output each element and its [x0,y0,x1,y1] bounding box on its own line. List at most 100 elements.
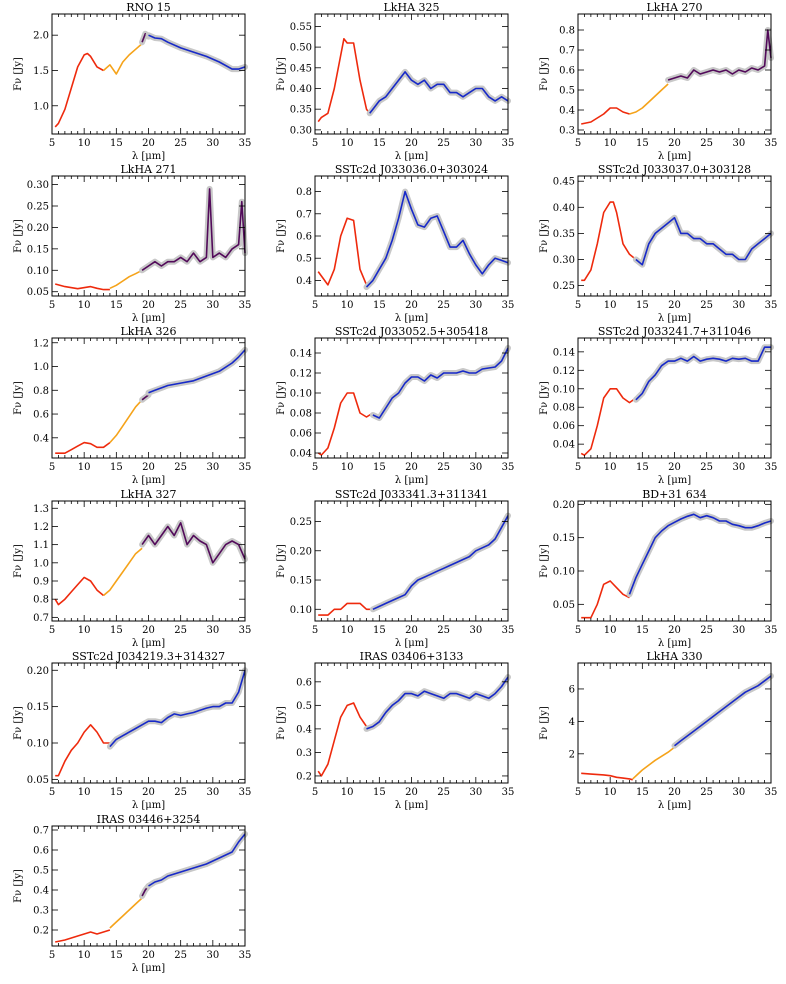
y-tick-label: 0.5 [296,254,312,265]
plot-frame [314,13,509,135]
x-tick-label: 25 [174,462,187,473]
y-tick-label: 0.3 [33,906,49,917]
panel-title: LkHA 325 [384,1,440,14]
series-line-red [581,580,630,619]
x-tick-label: 10 [341,625,354,636]
x-tick-label: 25 [174,138,187,149]
uncertainty-band [369,345,511,421]
y-tick-label: 0.5 [559,86,575,97]
y-tick-label: 0.20 [290,546,312,557]
y-tick-label: 0.06 [553,421,575,432]
series-line-blue [366,676,509,730]
series-line-red [54,283,110,291]
y-tick-label: 0.15 [27,244,49,255]
x-tick-label: 15 [373,300,386,311]
plot-frame [577,662,772,784]
y-tick-label: 0.8 [33,386,49,397]
y-axis-label: Fν [Jy] [539,706,550,740]
series-line-orange [109,399,143,444]
y-tick-label: 0.6 [33,846,49,857]
y-tick-label: 1.3 [33,504,49,515]
y-tick-label: 1.5 [33,66,49,77]
x-tick-label: 30 [206,787,219,798]
x-tick-label: 20 [142,138,155,149]
x-tick-label: 25 [174,787,187,798]
series-line-blue [372,515,509,611]
panel-11: SSTc2d J033341.3+311341 5 10 15 20 25 30 35 0.10… [276,488,514,649]
panel-title: IRAS 03406+3133 [360,650,464,663]
y-tick-label: 0.30 [553,255,575,266]
x-axis-label: λ [μm] [658,475,691,486]
y-axis-label: Fν [Jy] [13,544,24,578]
y-tick-label: 0.10 [290,605,312,616]
y-tick-label: 0.08 [553,403,575,414]
x-tick-label: 35 [765,462,778,473]
uncertainty-band [363,674,511,732]
x-tick-label: 15 [110,462,123,473]
x-tick-label: 30 [206,950,219,961]
y-axis-label: Fν [Jy] [13,57,24,91]
y-tick-label: 0.45 [553,177,575,188]
y-tick-label: 0.4 [33,886,49,897]
panel-title: SSTc2d J033341.3+311341 [335,488,488,501]
y-tick-label: 0.12 [553,366,575,377]
y-tick-label: 0.7 [33,613,49,624]
x-tick-label: 30 [206,625,219,636]
x-tick-label: 30 [469,138,482,149]
x-tick-label: 5 [49,625,55,636]
y-axis-label: Fν [Jy] [13,706,24,740]
x-tick-label: 5 [312,787,318,798]
series-line-blue [109,670,246,748]
y-tick-label: 0.10 [553,567,575,578]
y-axis-label: Fν [Jy] [276,706,287,740]
x-tick-label: 15 [110,138,123,149]
y-axis-label: Fν [Jy] [276,381,287,415]
x-tick-label: 20 [405,787,418,798]
x-tick-label: 15 [110,625,123,636]
x-tick-label: 25 [174,950,187,961]
x-tick-label: 5 [575,138,581,149]
x-tick-label: 10 [78,625,91,636]
panel-10: LkHA 327 5 10 15 20 25 30 35 0.7 0.8 0.9 1.0 1.1 1.2 1… [13,488,251,649]
panel-12: BD+31 634 5 10 15 20 25 30 35 0.05 0.10 0.15 0.20 λ … [539,488,777,649]
x-tick-label: 5 [575,300,581,311]
y-tick-label: 0.04 [553,440,575,451]
y-tick-label: 1.1 [33,540,49,551]
plot-frame [314,662,509,784]
y-axis-label: Fν [Jy] [539,544,550,578]
series-line-blue [635,216,772,266]
panel-15: LkHA 330 5 10 15 20 25 30 35 2 4 6 λ [μm] Fν [Jy] [539,650,777,811]
uncertainty-band [106,667,248,750]
y-tick-label: 0.3 [559,126,575,137]
uncertainty-band [626,511,774,598]
panel-14: IRAS 03406+3133 5 10 15 20 25 30 35 0.2 0.3 0.4 0.5… [276,650,514,811]
x-tick-label: 25 [437,625,450,636]
y-tick-label: 0.06 [290,429,312,440]
panel-title: LkHA 271 [121,163,177,176]
series-line-red [581,772,633,781]
series-line-purple [141,394,149,401]
series-line-red [317,38,371,123]
y-tick-label: 0.10 [27,739,49,750]
y-tick-label: 0.15 [27,702,49,713]
panel-16: IRAS 03446+3254 5 10 15 20 25 30 35 0.2 0.3 0.4 0.5… [13,813,251,974]
y-tick-label: 1.0 [33,101,49,112]
x-tick-label: 35 [502,138,515,149]
x-tick-label: 25 [437,787,450,798]
y-tick-label: 0.6 [296,677,312,688]
series-line-orange [109,269,143,290]
x-axis-label: λ [μm] [658,313,691,324]
x-tick-label: 30 [732,625,745,636]
y-tick-label: 0.25 [27,202,49,213]
panel-13: SSTc2d J034219.3+314327 5 10 15 20 25 30 35 0.05… [13,650,251,811]
series-line-blue [635,346,771,401]
y-tick-label: 0.14 [553,347,575,358]
x-tick-label: 10 [78,950,91,961]
y-tick-label: 0.4 [296,724,312,735]
series-line-red [55,929,111,943]
series-line-red [55,441,111,454]
series-line-blue [148,34,246,70]
x-axis-label: λ [μm] [132,151,165,162]
x-tick-label: 10 [78,787,91,798]
